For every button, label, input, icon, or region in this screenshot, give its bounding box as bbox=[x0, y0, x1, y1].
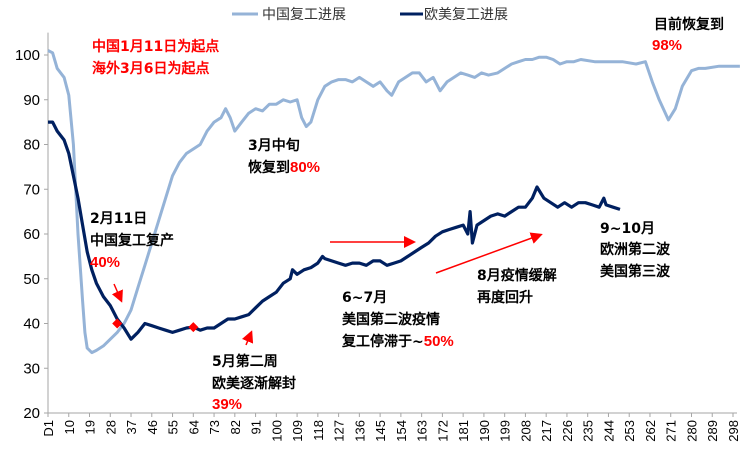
junjul-line3: 复工停滞于~50% bbox=[341, 333, 454, 350]
x-tick-label: 118 bbox=[311, 420, 326, 441]
march-line1: 3月中旬 bbox=[248, 137, 300, 154]
may-value: 39% bbox=[212, 396, 242, 413]
junjul-value: 50% bbox=[424, 333, 454, 350]
start-note-line1: 中国1月11日为起点 bbox=[92, 38, 219, 55]
arrow-aug bbox=[435, 232, 543, 274]
x-tick-label: 145 bbox=[373, 420, 388, 442]
marker-diamond bbox=[188, 322, 199, 333]
y-tick-label: 30 bbox=[23, 360, 40, 377]
x-tick-label: 73 bbox=[207, 420, 222, 434]
may-line1: 5月第二周 bbox=[212, 353, 278, 370]
x-tick-label: 55 bbox=[166, 420, 181, 434]
sepoct-line1: 9~10月 bbox=[600, 221, 655, 237]
y-tick-label: 50 bbox=[23, 271, 40, 288]
series-lines bbox=[47, 49, 740, 355]
y-tick-label: 60 bbox=[23, 226, 40, 243]
annotations: 中国1月11日为起点 海外3月6日为起点 3月中旬 恢复到80% 2月11日 中… bbox=[90, 16, 724, 413]
y-tick-label: 80 bbox=[23, 137, 40, 154]
legend: 中国复工进展 欧美复工进展 bbox=[232, 6, 508, 23]
start-note-line2: 海外3月6日为起点 bbox=[92, 60, 209, 77]
x-tick-label: 127 bbox=[332, 420, 347, 442]
x-tick-label: 181 bbox=[456, 420, 471, 442]
aug-line1: 8月疫情缓解 bbox=[477, 267, 557, 284]
y-tick-label: 70 bbox=[23, 181, 40, 198]
x-tick-label: 109 bbox=[290, 420, 305, 442]
x-tick-label: 46 bbox=[145, 420, 160, 434]
x-tick-label: 235 bbox=[581, 420, 596, 442]
arrow-may bbox=[242, 330, 254, 346]
junjul-line2: 美国第二波疫情 bbox=[342, 311, 440, 328]
junjul-label: 复工停滞于~ bbox=[341, 333, 424, 350]
y-tick-label: 20 bbox=[23, 405, 40, 422]
x-tick-label: 253 bbox=[622, 420, 637, 442]
march-line2: 恢复到80% bbox=[248, 159, 320, 176]
feb-line2: 中国复工复产 bbox=[90, 232, 174, 249]
x-tick-label: 163 bbox=[415, 420, 430, 442]
y-tick-label: 40 bbox=[23, 316, 40, 333]
x-tick-label: 199 bbox=[498, 420, 513, 442]
x-tick-label: 217 bbox=[539, 420, 554, 442]
x-tick-label: 28 bbox=[103, 420, 118, 434]
x-tick-label: 91 bbox=[249, 420, 264, 434]
legend-label-china: 中国复工进展 bbox=[262, 6, 346, 23]
x-tick-label: 37 bbox=[124, 420, 139, 434]
x-tick-label: 82 bbox=[228, 420, 243, 434]
x-tick-label: 298 bbox=[726, 420, 741, 442]
marker-diamond bbox=[112, 318, 123, 329]
series-line-west bbox=[48, 120, 621, 341]
sepoct-line3: 美国第三波 bbox=[600, 263, 671, 280]
arrow-feb bbox=[111, 283, 123, 303]
x-tick-label: 226 bbox=[560, 420, 575, 442]
legend-label-west: 欧美复工进展 bbox=[424, 6, 508, 23]
feb-value: 40% bbox=[90, 254, 120, 271]
x-tick-label: 280 bbox=[684, 420, 699, 442]
x-tick-label: 100 bbox=[269, 420, 284, 442]
sepoct-line2: 欧洲第二波 bbox=[600, 241, 671, 258]
junjul-line1: 6~7月 bbox=[342, 290, 387, 306]
current-value: 98% bbox=[652, 37, 682, 54]
y-tick-label: 90 bbox=[23, 92, 40, 109]
x-tick-label: 262 bbox=[643, 420, 658, 442]
x-tick-label: 172 bbox=[435, 420, 450, 442]
x-tick-label: 289 bbox=[705, 420, 720, 442]
feb-line1: 2月11日 bbox=[90, 211, 147, 227]
x-tick-label: 64 bbox=[186, 420, 201, 434]
x-tick-label: 208 bbox=[518, 420, 533, 442]
may-line2: 欧美逐渐解封 bbox=[212, 375, 296, 392]
series-line-china bbox=[47, 49, 740, 355]
march-label: 恢复到 bbox=[248, 159, 290, 176]
x-tick-label: 154 bbox=[394, 420, 409, 442]
march-value: 80% bbox=[290, 159, 320, 176]
aug-line2: 再度回升 bbox=[477, 289, 533, 306]
x-tick-label: 271 bbox=[664, 420, 679, 442]
x-tick-label: 10 bbox=[62, 420, 77, 434]
x-tick-label: 136 bbox=[352, 420, 367, 442]
axes: 20 30 40 50 60 70 80 90 100 D1 10 19 28 37 46 55 64 73 82 9… bbox=[15, 32, 741, 442]
x-tick-label: 19 bbox=[83, 420, 98, 434]
x-tick-label: 244 bbox=[601, 420, 616, 442]
x-tick-label: D1 bbox=[41, 420, 56, 437]
current-line1: 目前恢复到 bbox=[654, 16, 724, 33]
y-tick-label: 100 bbox=[15, 47, 40, 64]
x-tick-label: 190 bbox=[477, 420, 492, 442]
